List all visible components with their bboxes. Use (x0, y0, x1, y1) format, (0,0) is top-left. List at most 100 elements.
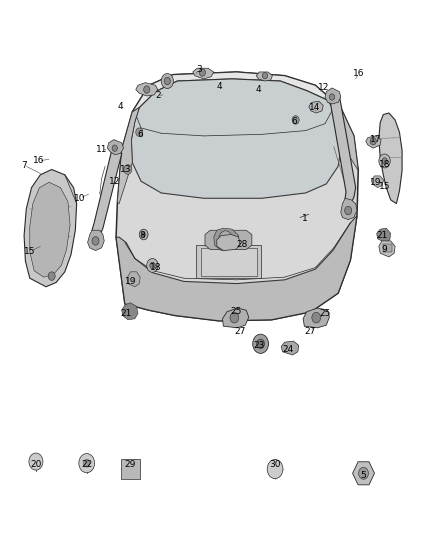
Circle shape (199, 69, 205, 76)
Text: 15: 15 (379, 182, 390, 191)
Polygon shape (88, 230, 104, 251)
Polygon shape (329, 93, 356, 204)
Text: 11: 11 (96, 145, 107, 154)
Circle shape (161, 74, 173, 88)
Circle shape (142, 232, 145, 237)
Circle shape (359, 467, 368, 479)
Circle shape (345, 206, 352, 215)
Circle shape (92, 237, 99, 245)
Text: 7: 7 (21, 161, 27, 169)
Text: 4: 4 (256, 85, 261, 94)
Circle shape (370, 138, 376, 145)
Circle shape (257, 339, 265, 349)
Text: 18: 18 (379, 160, 390, 168)
Polygon shape (328, 100, 358, 171)
Text: 23: 23 (254, 341, 265, 350)
Polygon shape (371, 176, 384, 188)
Text: 21: 21 (376, 231, 388, 240)
Polygon shape (309, 101, 323, 113)
Polygon shape (205, 230, 252, 249)
Text: 16: 16 (33, 157, 44, 165)
Text: 17: 17 (370, 135, 381, 144)
Circle shape (164, 77, 170, 85)
Polygon shape (303, 308, 329, 328)
Text: 6: 6 (291, 117, 297, 126)
Circle shape (144, 86, 150, 93)
Text: 27: 27 (234, 327, 246, 336)
Text: 19: 19 (125, 277, 136, 286)
Text: 21: 21 (120, 309, 132, 318)
Polygon shape (30, 182, 70, 277)
Polygon shape (24, 169, 77, 287)
Text: 4: 4 (118, 102, 123, 111)
Bar (196, 245, 261, 278)
Polygon shape (353, 462, 374, 485)
Polygon shape (107, 140, 124, 155)
Text: 4: 4 (216, 82, 222, 91)
Circle shape (150, 262, 155, 269)
Polygon shape (379, 241, 395, 257)
Text: 10: 10 (74, 194, 85, 203)
Polygon shape (217, 235, 240, 251)
Polygon shape (281, 341, 299, 355)
Text: 24: 24 (283, 345, 294, 353)
Bar (120, 459, 140, 479)
Circle shape (29, 453, 43, 470)
Polygon shape (377, 228, 391, 243)
Polygon shape (193, 68, 214, 79)
Text: 12: 12 (109, 177, 120, 185)
Circle shape (253, 334, 268, 353)
Polygon shape (379, 113, 402, 204)
Circle shape (312, 312, 321, 323)
Polygon shape (136, 83, 158, 96)
Polygon shape (223, 308, 249, 328)
Text: 25: 25 (230, 308, 241, 316)
Circle shape (84, 459, 90, 467)
Text: 2: 2 (155, 92, 160, 100)
Text: 6: 6 (137, 130, 143, 139)
Circle shape (382, 158, 387, 164)
Text: 13: 13 (120, 165, 132, 174)
Text: 16: 16 (353, 69, 365, 78)
Circle shape (124, 165, 132, 174)
Circle shape (136, 128, 143, 136)
Text: 29: 29 (125, 461, 136, 469)
Polygon shape (366, 136, 381, 148)
Polygon shape (122, 303, 138, 320)
Circle shape (267, 459, 283, 479)
Text: 28: 28 (236, 240, 247, 248)
Polygon shape (92, 149, 122, 236)
Text: 22: 22 (81, 461, 92, 469)
Text: 15: 15 (24, 247, 35, 256)
Polygon shape (132, 72, 341, 112)
Text: 19: 19 (370, 178, 381, 187)
Text: 18: 18 (150, 263, 161, 272)
Circle shape (292, 116, 299, 124)
Bar (383, 244, 392, 252)
Circle shape (379, 154, 390, 168)
Polygon shape (117, 108, 139, 204)
Text: 27: 27 (304, 327, 316, 336)
Circle shape (230, 312, 239, 323)
Polygon shape (325, 88, 341, 104)
Polygon shape (256, 72, 272, 81)
Bar (201, 248, 257, 276)
Circle shape (112, 145, 117, 151)
Circle shape (79, 454, 95, 473)
Text: 12: 12 (318, 84, 329, 92)
Text: 14: 14 (309, 103, 320, 112)
Circle shape (262, 72, 268, 79)
Text: 1: 1 (301, 214, 307, 223)
Polygon shape (214, 228, 239, 251)
Circle shape (139, 229, 148, 240)
Polygon shape (341, 198, 357, 220)
Text: 5: 5 (360, 471, 367, 480)
Polygon shape (131, 79, 342, 198)
Polygon shape (127, 272, 140, 287)
Circle shape (329, 94, 335, 100)
Text: 20: 20 (30, 461, 42, 469)
Text: 30: 30 (269, 461, 281, 469)
Circle shape (147, 259, 158, 272)
Text: 3: 3 (196, 65, 202, 74)
Circle shape (219, 231, 232, 247)
